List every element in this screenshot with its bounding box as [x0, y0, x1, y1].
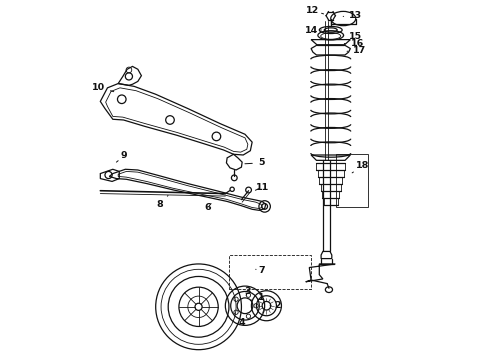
Text: 14: 14 [304, 26, 321, 35]
Text: 18: 18 [352, 161, 369, 173]
Text: 5: 5 [245, 158, 264, 167]
Text: 11: 11 [255, 183, 269, 192]
Text: 17: 17 [347, 46, 367, 55]
Bar [336, 154, 368, 207]
Text: 9: 9 [117, 151, 127, 162]
Bar [229, 255, 311, 289]
Text: 16: 16 [344, 39, 364, 48]
Text: 3: 3 [245, 287, 251, 296]
Text: 13: 13 [343, 11, 362, 20]
Text: 2: 2 [270, 301, 280, 310]
Text: 7: 7 [256, 266, 266, 275]
Text: 6: 6 [204, 203, 211, 212]
Text: 8: 8 [156, 195, 168, 209]
Text: 15: 15 [343, 32, 362, 41]
Circle shape [230, 187, 234, 192]
Text: 1: 1 [250, 293, 265, 302]
Text: 12: 12 [306, 6, 323, 15]
Text: 4: 4 [238, 318, 245, 327]
Text: 10: 10 [92, 83, 114, 92]
